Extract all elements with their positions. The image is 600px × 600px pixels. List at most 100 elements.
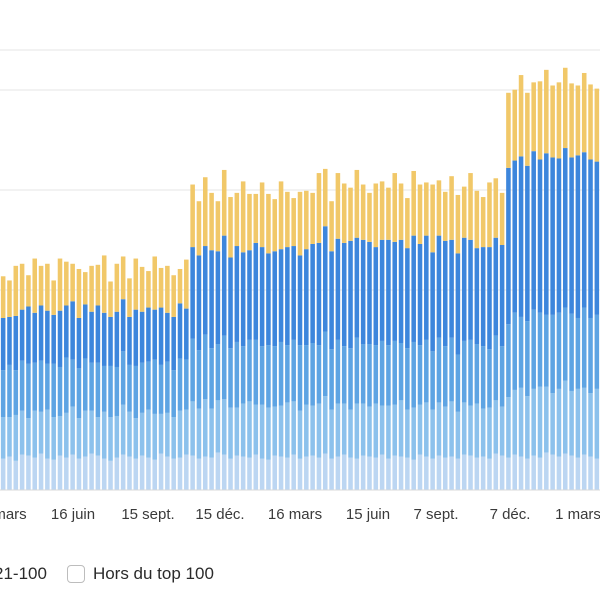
bar-segment-s4-18[interactable] [114,263,120,312]
bar-segment-s3-20[interactable] [127,316,132,365]
bar-segment-s1-37[interactable] [234,407,240,456]
bar-segment-s3-11[interactable] [70,301,75,360]
bar-segment-s4-56[interactable] [354,169,360,238]
bar-segment-s4-1[interactable] [7,280,12,317]
bar-segment-s1-59[interactable] [373,403,379,458]
bar-segment-s0-46[interactable] [291,454,296,490]
bar-segment-s2-32[interactable] [202,334,208,400]
bar-segment-s2-82[interactable] [518,316,524,388]
bar-segment-s3-76[interactable] [480,247,486,347]
bar-segment-s2-18[interactable] [114,366,120,416]
bar-segment-s3-42[interactable] [266,253,271,346]
bar-segment-s1-1[interactable] [7,417,12,457]
bar-segment-s1-41[interactable] [259,404,265,459]
bar-segment-s2-28[interactable] [177,358,183,411]
bar-segment-s3-66[interactable] [417,243,423,346]
bar-segment-s1-40[interactable] [253,404,259,455]
bar-segment-s3-81[interactable] [512,160,518,313]
bar-segment-s4-33[interactable] [209,192,214,251]
bar-segment-s1-63[interactable] [398,400,404,457]
bar-segment-s2-27[interactable] [171,370,176,418]
bar-segment-s4-27[interactable] [171,275,176,317]
bar-segment-s4-47[interactable] [297,191,303,256]
bar-segment-s4-3[interactable] [19,263,25,310]
bar-segment-s0-4[interactable] [26,455,31,490]
bar-segment-s2-41[interactable] [259,346,265,405]
bar-segment-s1-67[interactable] [424,402,429,457]
bar-segment-s4-25[interactable] [158,267,164,308]
bar-segment-s0-29[interactable] [184,454,189,490]
bar-segment-s3-29[interactable] [184,308,189,360]
bar-segment-s0-55[interactable] [348,457,353,490]
bar-segment-s1-22[interactable] [139,412,145,456]
bar-segment-s1-78[interactable] [493,400,499,454]
bar-segment-s1-82[interactable] [518,387,524,457]
bar-segment-s2-35[interactable] [221,335,227,400]
bar-segment-s3-80[interactable] [506,167,511,325]
bar-segment-s3-92[interactable] [581,152,587,308]
bar-segment-s3-8[interactable] [51,314,56,364]
bar-segment-s0-87[interactable] [550,454,555,490]
bar-segment-s0-8[interactable] [51,459,56,490]
bar-segment-s2-24[interactable] [152,359,158,414]
bar-segment-s1-52[interactable] [329,409,334,459]
bar-segment-s3-30[interactable] [190,247,195,339]
bar-segment-s1-73[interactable] [461,402,467,455]
bar-segment-s3-44[interactable] [278,249,284,342]
bar-segment-s4-26[interactable] [165,265,170,313]
bar-segment-s0-48[interactable] [304,456,309,490]
bar-segment-s3-50[interactable] [316,242,322,346]
bar-segment-s2-67[interactable] [424,339,429,403]
bar-segment-s1-54[interactable] [341,403,347,455]
bar-segment-s1-36[interactable] [228,407,233,459]
bar-segment-s2-9[interactable] [57,366,63,416]
bar-segment-s1-13[interactable] [82,410,88,457]
bar-segment-s2-72[interactable] [455,354,461,412]
bar-segment-s4-21[interactable] [133,258,139,310]
bar-segment-s0-75[interactable] [474,457,480,490]
bar-segment-s3-40[interactable] [253,242,259,340]
bar-segment-s0-25[interactable] [158,453,164,490]
bar-segment-s4-0[interactable] [0,276,6,318]
bar-segment-s3-59[interactable] [373,247,379,346]
bar-segment-s3-83[interactable] [525,165,530,322]
bar-segment-s3-68[interactable] [430,252,435,352]
bar-segment-s0-68[interactable] [430,458,435,490]
bar-segment-s4-31[interactable] [196,201,202,256]
bar-segment-s4-43[interactable] [272,199,278,252]
bar-segment-s4-55[interactable] [348,187,353,241]
bar-segment-s0-63[interactable] [398,456,404,490]
bar-segment-s3-77[interactable] [487,247,492,350]
bar-segment-s3-84[interactable] [531,151,536,310]
bar-segment-s0-9[interactable] [57,455,63,490]
bar-segment-s4-85[interactable] [537,81,543,160]
bar-segment-s3-70[interactable] [442,240,448,347]
bar-segment-s1-26[interactable] [165,412,170,457]
bar-segment-s3-31[interactable] [196,255,202,351]
bar-segment-s4-45[interactable] [285,191,290,248]
bar-segment-s1-56[interactable] [354,403,360,459]
bar-segment-s2-61[interactable] [386,345,391,406]
bar-segment-s0-43[interactable] [272,455,278,490]
bar-segment-s0-30[interactable] [190,455,195,490]
bar-segment-s2-81[interactable] [512,312,518,390]
bar-segment-s4-82[interactable] [518,75,524,157]
bar-segment-s1-90[interactable] [569,390,574,456]
bar-segment-s3-89[interactable] [562,148,568,308]
bar-segment-s1-29[interactable] [184,409,189,455]
bar-segment-s2-6[interactable] [38,360,44,412]
bar-segment-s3-26[interactable] [165,312,170,362]
bar-segment-s3-19[interactable] [120,299,126,352]
bar-segment-s3-27[interactable] [171,316,176,371]
bar-segment-s4-75[interactable] [474,190,480,249]
bar-segment-s1-75[interactable] [474,403,480,458]
bar-segment-s1-30[interactable] [190,401,195,456]
bar-segment-s3-88[interactable] [556,158,562,313]
bar-segment-s4-41[interactable] [259,182,265,248]
bar-segment-s4-4[interactable] [26,275,31,307]
bar-segment-s0-26[interactable] [165,456,170,490]
bar-segment-s0-82[interactable] [518,456,524,490]
bar-segment-s4-14[interactable] [89,265,94,312]
bar-segment-s2-4[interactable] [26,363,31,419]
bar-segment-s3-37[interactable] [234,246,240,342]
